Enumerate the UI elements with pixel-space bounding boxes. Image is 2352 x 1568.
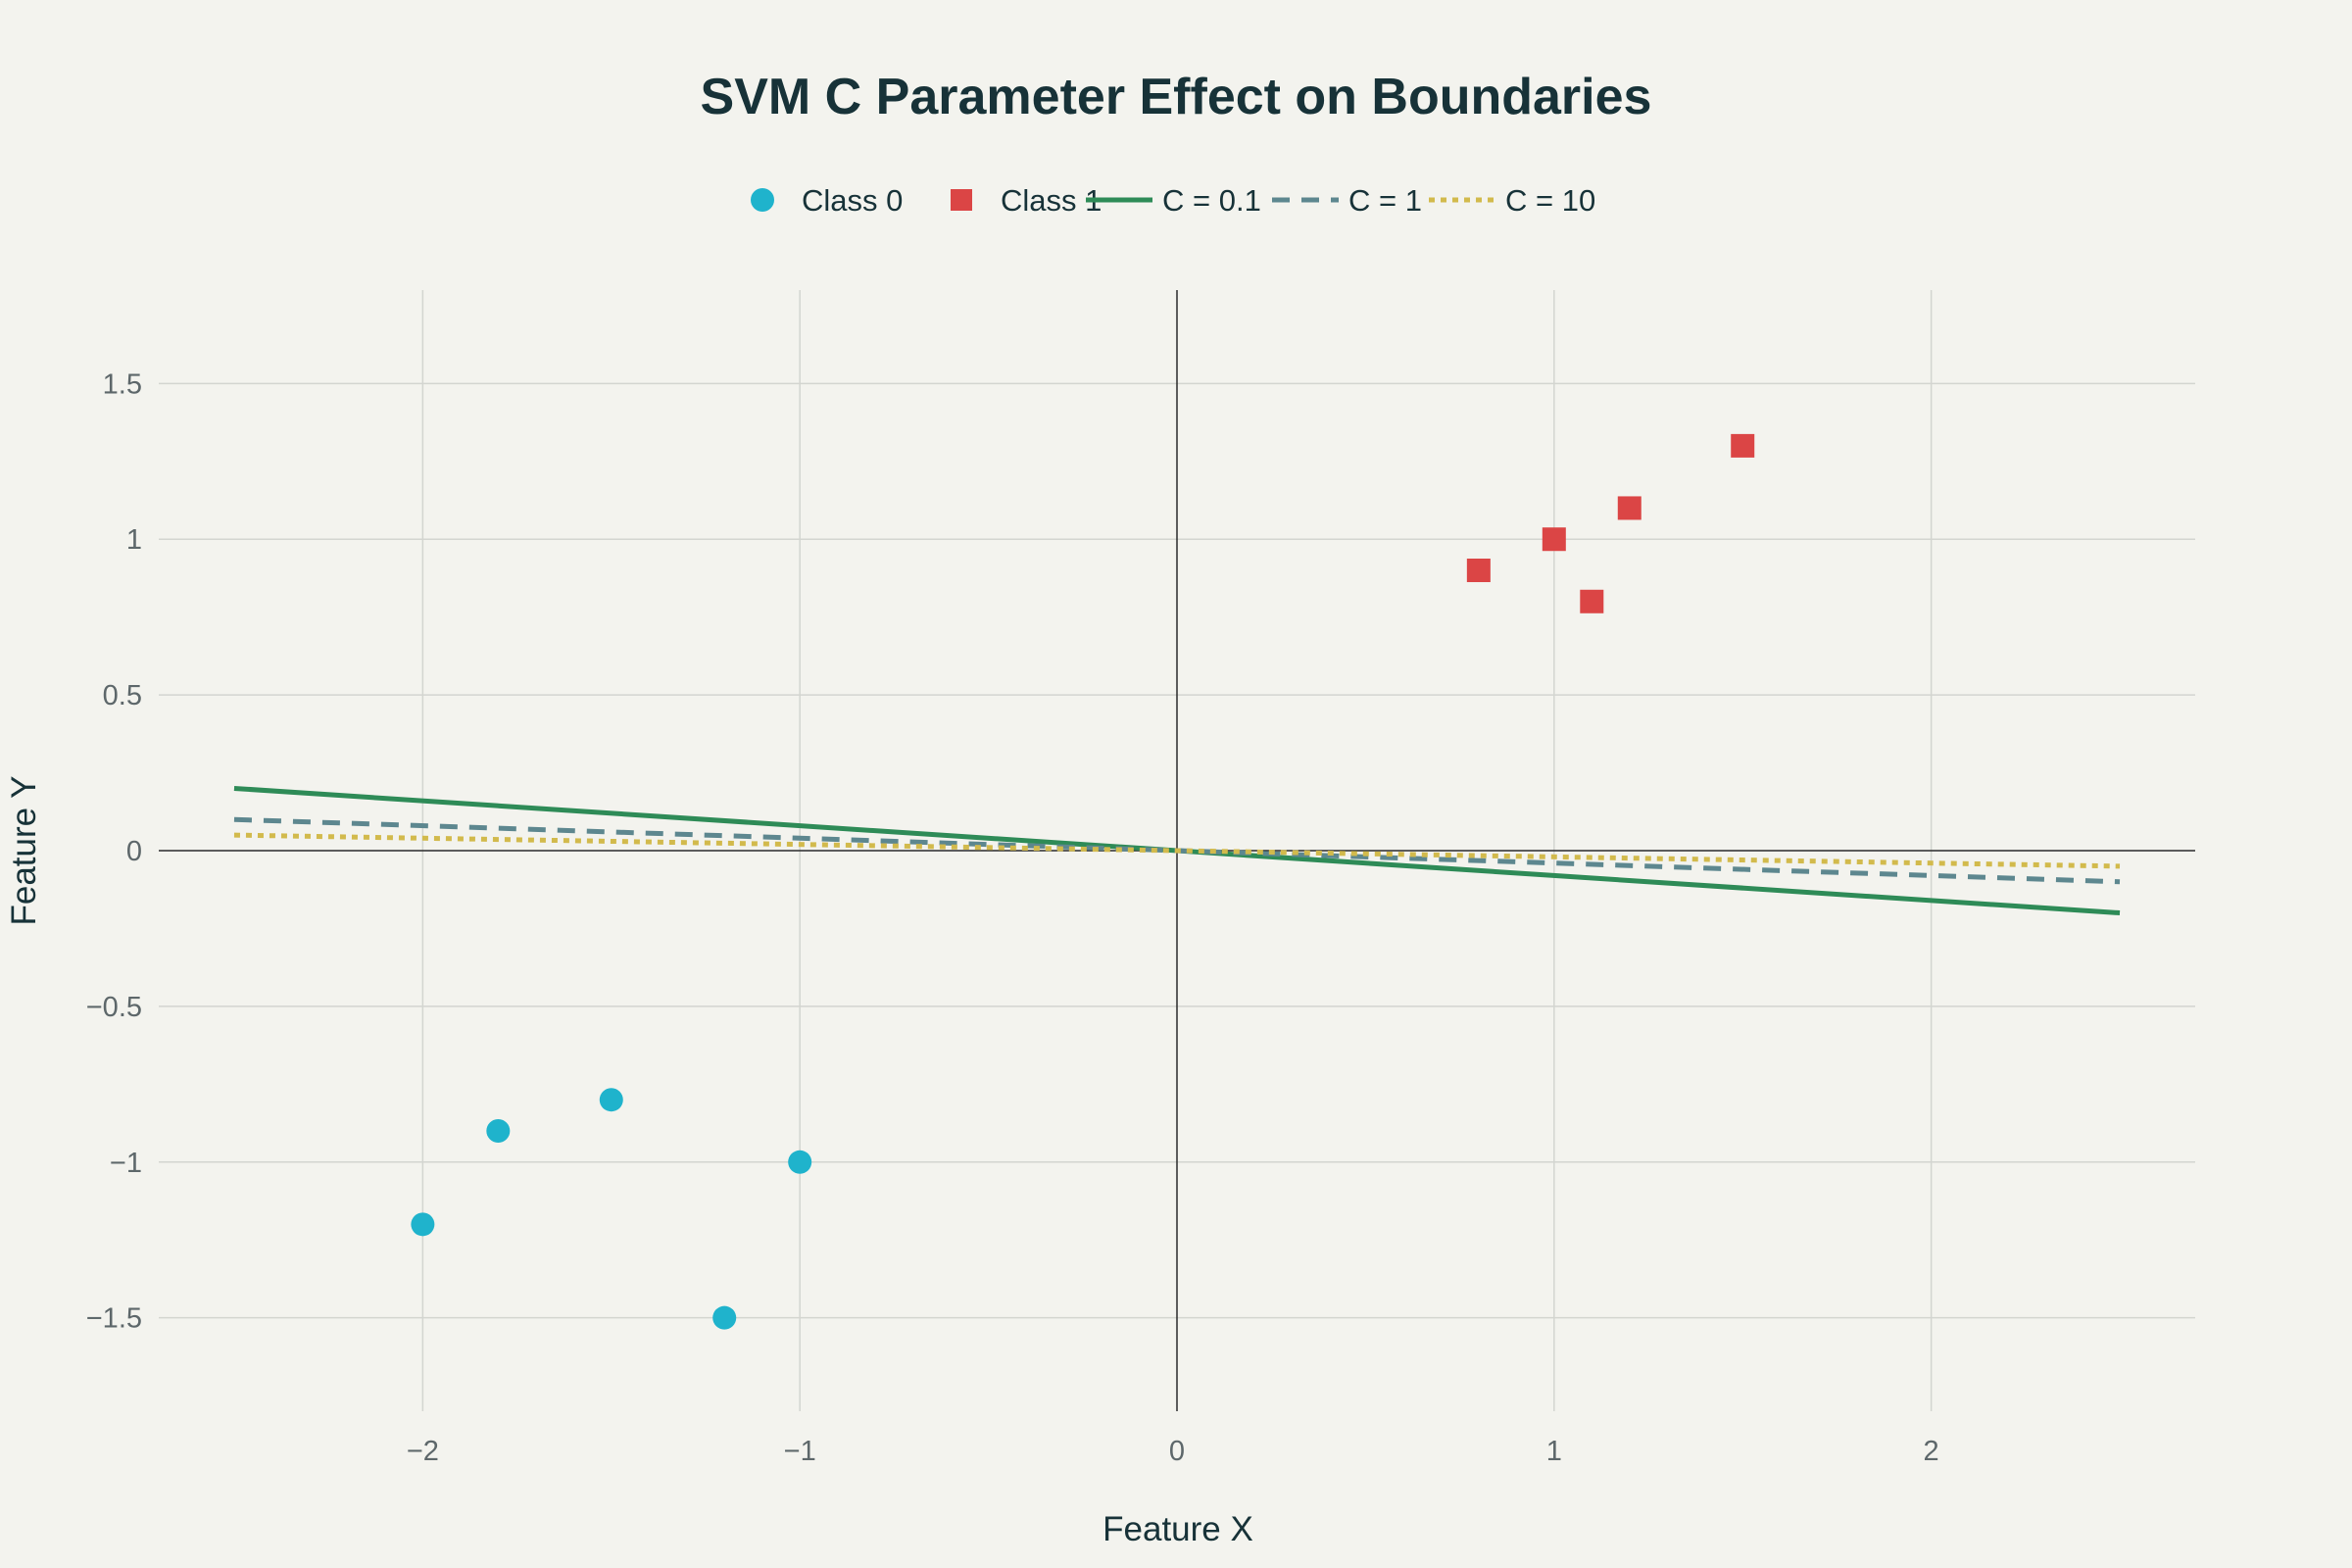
marker-class-1 [1731, 433, 1755, 458]
legend-symbol-class-0 [751, 188, 774, 212]
y-tick-label: 0 [126, 836, 142, 867]
y-axis-ticks: 1.5 1 0.5 0 −0.5 −1 −1.5 [86, 368, 142, 1334]
legend-label-class-0: Class 0 [802, 183, 903, 218]
marker-class-0 [411, 1212, 435, 1237]
y-tick-label: 1 [126, 524, 142, 556]
y-tick-label: 1.5 [103, 368, 142, 400]
x-tick-label: 1 [1546, 1436, 1562, 1467]
marker-class-1 [1580, 589, 1604, 613]
marker-class-0 [599, 1088, 623, 1112]
data-markers [411, 433, 1755, 1330]
chart-title: SVM C Parameter Effect on Boundaries [701, 69, 1652, 125]
boundary-line-c-10 [233, 832, 2121, 869]
plot-area [159, 290, 2195, 1411]
boundary-lines [233, 785, 2121, 916]
marker-class-0 [788, 1150, 812, 1174]
legend-label-c-10: C = 10 [1505, 183, 1595, 218]
legend-label-class-1: Class 1 [1001, 183, 1102, 218]
y-tick-label: −1.5 [86, 1303, 142, 1335]
marker-class-1 [1466, 559, 1491, 582]
x-axis-ticks: −2 −1 0 1 2 [407, 1436, 1939, 1467]
y-tick-label: 0.5 [103, 680, 142, 711]
x-tick-label: 0 [1169, 1436, 1185, 1467]
marker-class-0 [486, 1119, 511, 1143]
marker-class-1 [1617, 496, 1642, 520]
legend-label-c-1: C = 1 [1348, 183, 1422, 218]
x-tick-label: −2 [407, 1436, 439, 1467]
marker-class-1 [1542, 527, 1566, 552]
legend-symbol-class-1 [951, 189, 972, 211]
marker-class-0 [712, 1305, 737, 1330]
y-axis-title: Feature Y [5, 775, 43, 925]
legend-label-c-0-1: C = 0.1 [1162, 183, 1261, 218]
y-tick-label: −1 [110, 1148, 142, 1179]
x-tick-label: 2 [1924, 1436, 1939, 1467]
legend: Class 0 Class 1 C = 0.1 C = 1 C = 10 [751, 183, 1595, 218]
x-axis-title: Feature X [1102, 1510, 1253, 1548]
x-tick-label: −1 [784, 1436, 816, 1467]
y-tick-label: −0.5 [86, 992, 142, 1023]
